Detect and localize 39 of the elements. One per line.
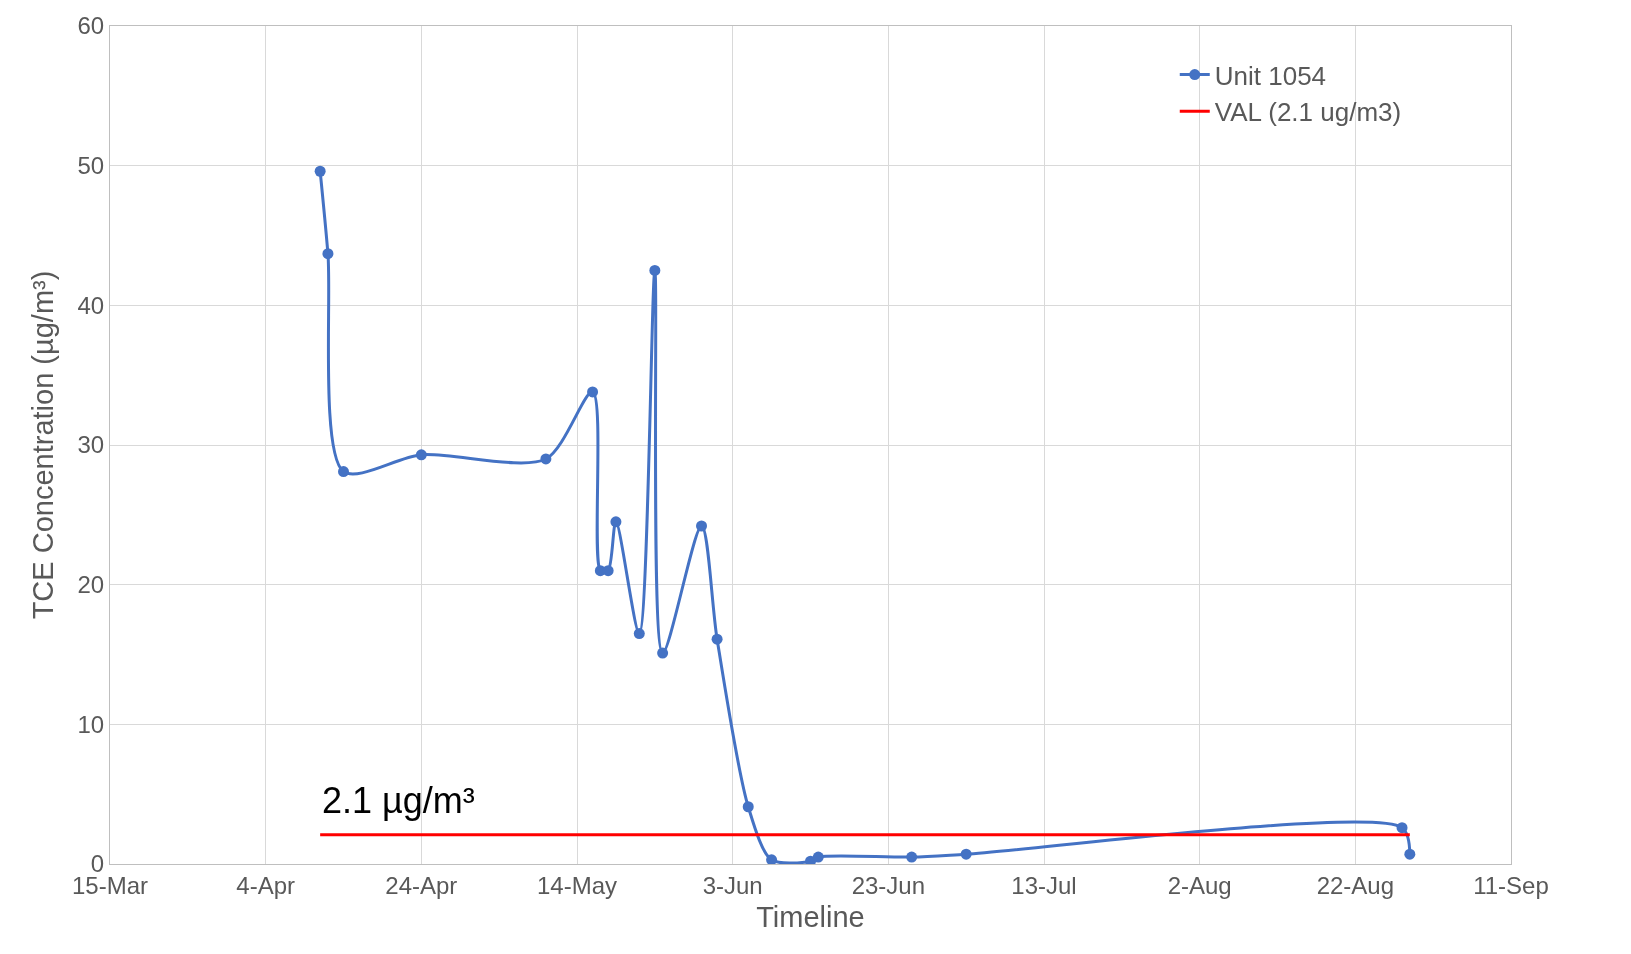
x-tick-label: 11-Sep <box>1473 871 1549 899</box>
legend-label: VAL (2.1 ug/m3) <box>1214 97 1402 128</box>
x-tick-label: 14-May <box>536 871 618 899</box>
y-tick-label: 50 <box>77 152 105 180</box>
point <box>812 851 824 863</box>
y-axis-title: TCE Concentration (µg/m³) <box>26 270 59 620</box>
point <box>322 248 334 260</box>
y-tick-label: 60 <box>77 12 105 40</box>
point <box>1404 848 1416 860</box>
x-tick-label: 22-Aug <box>1316 871 1395 899</box>
point <box>314 165 326 177</box>
point <box>540 453 552 465</box>
x-tick-label: 4-Apr <box>236 871 296 899</box>
y-tick-label: 20 <box>77 571 105 599</box>
y-tick-label: 40 <box>77 291 105 319</box>
point <box>415 449 427 461</box>
point <box>696 520 708 532</box>
annotation: 2.1 µg/m³ <box>322 780 475 821</box>
x-tick-label: 2-Aug <box>1167 871 1232 899</box>
point <box>960 848 972 860</box>
point <box>711 633 723 645</box>
point <box>906 851 918 863</box>
point <box>610 516 622 528</box>
x-tick-label: 13-Jul <box>1011 871 1077 899</box>
point <box>742 801 754 813</box>
point <box>633 628 645 640</box>
x-tick-label: 3-Jun <box>702 871 763 899</box>
x-tick-label: 23-Jun <box>851 871 926 899</box>
point <box>1396 822 1408 834</box>
point <box>649 264 661 276</box>
y-tick-label: 30 <box>77 431 105 459</box>
y-tick-label: 10 <box>77 710 105 738</box>
point <box>657 647 669 659</box>
point <box>766 854 778 864</box>
x-axis-title: Timeline <box>756 900 865 933</box>
x-tick-label: 24-Apr <box>385 871 458 899</box>
legend-label: Unit 1054 <box>1214 60 1327 91</box>
point <box>587 386 599 398</box>
point <box>338 466 349 478</box>
